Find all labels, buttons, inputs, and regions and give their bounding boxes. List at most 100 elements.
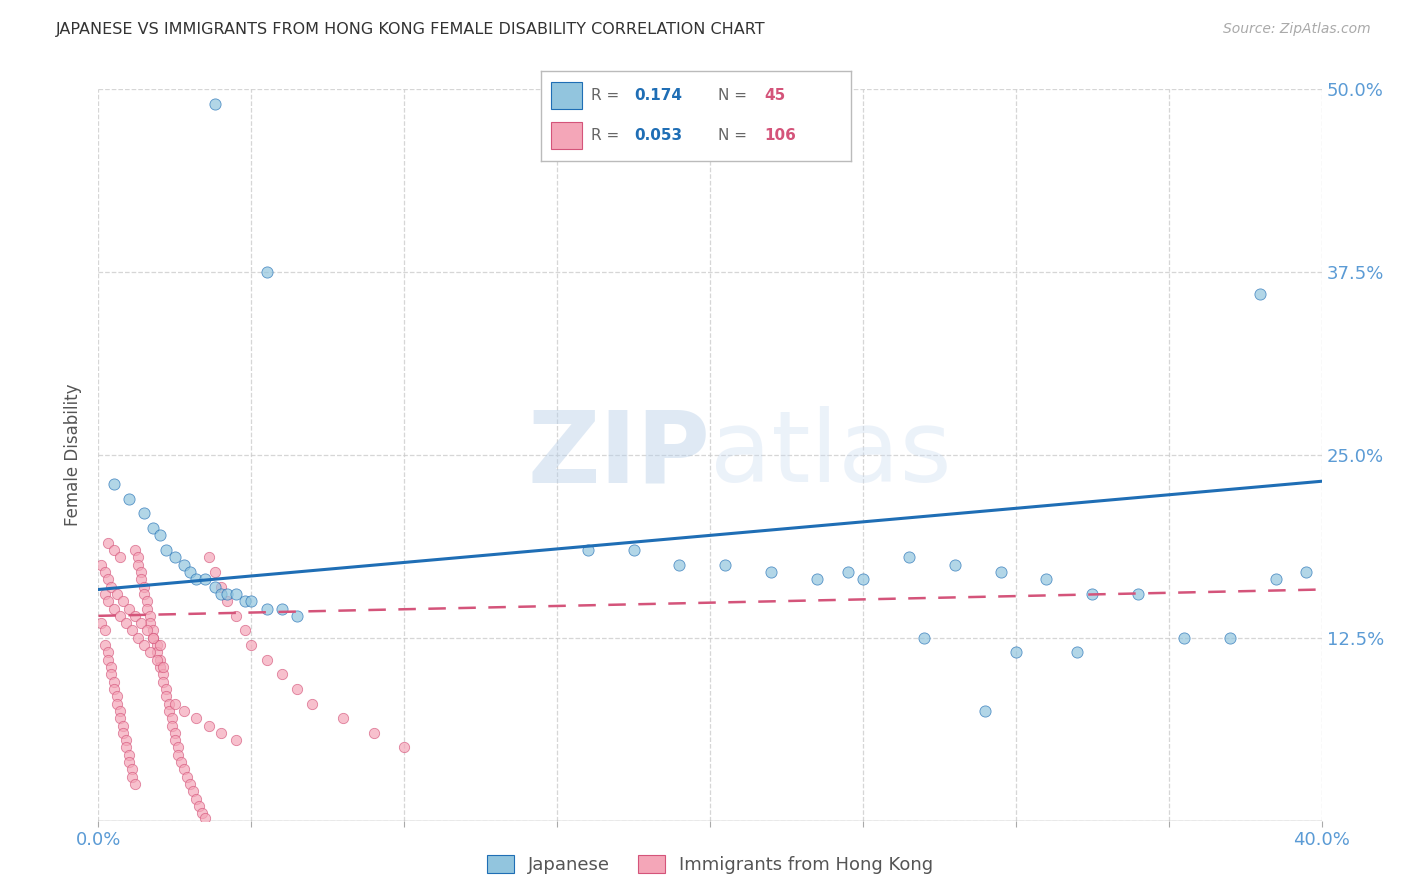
Point xyxy=(118,747,141,762)
Point xyxy=(1035,572,1057,586)
Point xyxy=(160,711,183,725)
Point xyxy=(186,791,208,805)
Point xyxy=(225,587,247,601)
Point xyxy=(759,565,782,579)
Point xyxy=(173,704,195,718)
Point xyxy=(111,718,134,732)
Point xyxy=(155,681,177,696)
Point xyxy=(93,638,115,652)
Point xyxy=(160,718,183,732)
Point xyxy=(105,690,128,704)
Point xyxy=(108,711,131,725)
Y-axis label: Female Disability: Female Disability xyxy=(65,384,83,526)
Point xyxy=(103,477,125,491)
Point xyxy=(136,601,159,615)
Point xyxy=(121,624,143,638)
Point xyxy=(145,638,167,652)
Point xyxy=(127,558,149,572)
Point xyxy=(197,550,219,565)
Legend: Japanese, Immigrants from Hong Kong: Japanese, Immigrants from Hong Kong xyxy=(479,847,941,881)
Point xyxy=(118,755,141,769)
Point xyxy=(129,572,152,586)
Point xyxy=(115,740,138,755)
Point xyxy=(233,624,256,638)
Point xyxy=(103,674,125,689)
Point xyxy=(285,681,308,696)
Point xyxy=(105,697,128,711)
Point xyxy=(152,667,174,681)
Point xyxy=(142,631,165,645)
Point xyxy=(155,543,177,558)
Point xyxy=(145,653,167,667)
Point xyxy=(124,608,146,623)
Point xyxy=(179,777,201,791)
Point xyxy=(108,704,131,718)
Point xyxy=(233,594,256,608)
Point xyxy=(93,624,115,638)
Point xyxy=(121,763,143,777)
Point xyxy=(256,653,278,667)
Point xyxy=(108,608,131,623)
Point xyxy=(149,653,172,667)
Point xyxy=(188,799,211,814)
Point xyxy=(1219,631,1241,645)
Point xyxy=(121,770,143,784)
Point xyxy=(186,572,208,586)
Point xyxy=(167,747,190,762)
Point xyxy=(1066,645,1088,659)
Point xyxy=(209,587,232,601)
Point xyxy=(1004,645,1026,659)
Point xyxy=(127,631,149,645)
Point xyxy=(240,638,263,652)
Point xyxy=(97,594,120,608)
Point xyxy=(149,528,172,542)
Point xyxy=(912,631,935,645)
Point xyxy=(173,763,195,777)
Point xyxy=(1249,287,1271,301)
Point xyxy=(163,726,186,740)
Point xyxy=(392,740,416,755)
Point xyxy=(256,601,278,615)
Point xyxy=(129,616,152,631)
Text: Source: ZipAtlas.com: Source: ZipAtlas.com xyxy=(1223,22,1371,37)
Point xyxy=(124,543,146,558)
Point xyxy=(215,594,238,608)
Point xyxy=(1173,631,1195,645)
Point xyxy=(100,580,122,594)
Point xyxy=(100,660,122,674)
Point xyxy=(142,631,165,645)
Point xyxy=(157,697,180,711)
Point xyxy=(668,558,690,572)
Point xyxy=(129,565,152,579)
Point xyxy=(115,733,138,747)
Point xyxy=(139,645,162,659)
Point xyxy=(173,558,195,572)
Text: JAPANESE VS IMMIGRANTS FROM HONG KONG FEMALE DISABILITY CORRELATION CHART: JAPANESE VS IMMIGRANTS FROM HONG KONG FE… xyxy=(56,22,766,37)
Point xyxy=(240,594,263,608)
Point xyxy=(105,587,128,601)
Text: N =: N = xyxy=(717,128,751,143)
Point xyxy=(134,580,156,594)
Point xyxy=(136,624,159,638)
Text: atlas: atlas xyxy=(710,407,952,503)
Point xyxy=(124,777,146,791)
Point xyxy=(1264,572,1286,586)
Point xyxy=(167,740,190,755)
Point xyxy=(623,543,645,558)
Bar xyxy=(551,122,582,149)
Point xyxy=(270,601,292,615)
Point xyxy=(108,550,131,565)
Point xyxy=(176,770,198,784)
Point xyxy=(163,733,186,747)
Point xyxy=(194,572,217,586)
Point xyxy=(163,550,186,565)
Point xyxy=(97,645,120,659)
Point xyxy=(118,601,141,615)
Text: N =: N = xyxy=(717,88,751,103)
Point xyxy=(134,507,156,521)
Point xyxy=(142,521,165,535)
Point xyxy=(270,667,292,681)
Point xyxy=(142,624,165,638)
Point xyxy=(897,550,920,565)
Point xyxy=(134,587,156,601)
